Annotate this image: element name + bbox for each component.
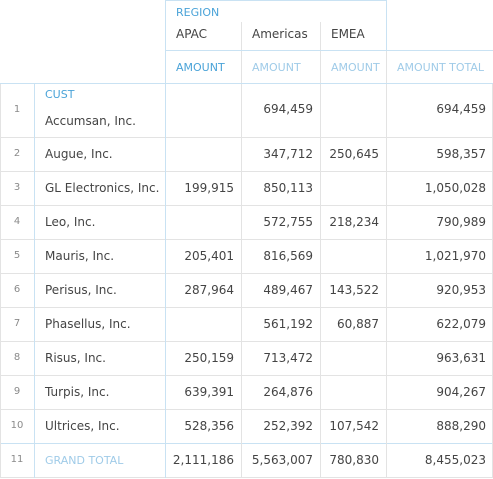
customer-name-cell[interactable]: Perisus, Inc. xyxy=(45,283,117,297)
header-mid-border xyxy=(165,50,493,51)
customer-name-cell[interactable]: Accumsan, Inc. xyxy=(45,114,136,128)
emea-amount-cell[interactable]: 60,887 xyxy=(337,317,379,331)
grand-total-apac-cell[interactable]: 2,111,186 xyxy=(172,453,234,467)
row-divider xyxy=(0,443,493,444)
row-number: 4 xyxy=(13,216,21,227)
customer-name-cell[interactable]: GL Electronics, Inc. xyxy=(45,181,160,195)
americas-amount-cell[interactable]: 694,459 xyxy=(263,102,313,116)
apac-amount-cell[interactable]: 199,915 xyxy=(184,181,234,195)
row-number: 11 xyxy=(10,454,24,465)
americas-sep xyxy=(320,84,321,478)
amount-total-cell[interactable]: 598,357 xyxy=(436,147,486,161)
amount-total-cell[interactable]: 622,079 xyxy=(436,317,486,331)
americas-amount-cell[interactable]: 816,569 xyxy=(263,249,313,263)
header-left-border xyxy=(165,0,166,84)
rownum-sep xyxy=(34,84,35,478)
grand-total-emea-cell[interactable]: 780,830 xyxy=(329,453,379,467)
row-divider xyxy=(0,341,493,342)
americas-amount-cell[interactable]: 347,712 xyxy=(263,147,313,161)
header-bottom-border xyxy=(0,83,493,84)
americas-amount-cell[interactable]: 713,472 xyxy=(263,351,313,365)
apac-amount-cell[interactable]: 205,401 xyxy=(184,249,234,263)
emea-amount-cell[interactable]: 143,522 xyxy=(329,283,379,297)
americas-amount-cell[interactable]: 264,876 xyxy=(263,385,313,399)
customer-name-cell[interactable]: Leo, Inc. xyxy=(45,215,96,229)
customer-name-cell[interactable]: Risus, Inc. xyxy=(45,351,106,365)
body-left-border xyxy=(0,84,1,478)
americas-amount-cell[interactable]: 489,467 xyxy=(263,283,313,297)
row-divider xyxy=(0,307,493,308)
apac-amount-cell[interactable]: 287,964 xyxy=(184,283,234,297)
apac-amount-cell[interactable]: 528,356 xyxy=(184,419,234,433)
amount-total-cell[interactable]: 904,267 xyxy=(436,385,486,399)
row-number: 5 xyxy=(13,250,21,261)
header-top-border xyxy=(165,0,386,1)
customer-name-cell[interactable]: Augue, Inc. xyxy=(45,147,113,161)
grand-total-americas-cell[interactable]: 5,563,007 xyxy=(251,453,313,467)
amount-total-cell[interactable]: 888,290 xyxy=(436,419,486,433)
apac-amount-cell[interactable]: 250,159 xyxy=(184,351,234,365)
row-dimension-label[interactable]: CUST xyxy=(45,88,75,101)
row-number: 6 xyxy=(13,284,21,295)
emea-amount-cell[interactable]: 107,542 xyxy=(329,419,379,433)
customer-name-cell[interactable]: Turpis, Inc. xyxy=(45,385,110,399)
header-sep-1 xyxy=(241,22,242,84)
amount-total-cell[interactable]: 920,953 xyxy=(436,283,486,297)
amount-total-cell[interactable]: 790,989 xyxy=(436,215,486,229)
americas-amount-cell[interactable]: 252,392 xyxy=(263,419,313,433)
column-dimension-label[interactable]: REGION xyxy=(176,6,220,19)
emea-header[interactable]: EMEA xyxy=(331,27,365,41)
americas-header[interactable]: Americas xyxy=(252,27,308,41)
row-number: 7 xyxy=(13,318,21,329)
emea-amount-cell[interactable]: 218,234 xyxy=(329,215,379,229)
grand-total-total-cell[interactable]: 8,455,023 xyxy=(424,453,486,467)
grand-total-label: GRAND TOTAL xyxy=(45,454,124,467)
row-divider xyxy=(0,171,493,172)
row-number: 3 xyxy=(13,182,21,193)
row-divider xyxy=(0,273,493,274)
row-divider xyxy=(0,477,493,478)
amount-total-cell[interactable]: 694,459 xyxy=(436,102,486,116)
row-divider xyxy=(0,137,493,138)
row-divider xyxy=(0,239,493,240)
customer-name-cell[interactable]: Mauris, Inc. xyxy=(45,249,115,263)
amount-total-cell[interactable]: 963,631 xyxy=(436,351,486,365)
apac-header[interactable]: APAC xyxy=(176,27,208,41)
row-number: 8 xyxy=(13,352,21,363)
customer-sep xyxy=(165,84,166,478)
americas-amount-cell[interactable]: 561,192 xyxy=(263,317,313,331)
apac-amount-header[interactable]: AMOUNT xyxy=(176,61,225,74)
header-sep-3 xyxy=(386,50,387,84)
row-number: 9 xyxy=(13,386,21,397)
americas-amount-cell[interactable]: 850,113 xyxy=(263,181,313,195)
amount-total-cell[interactable]: 1,050,028 xyxy=(424,181,486,195)
row-number: 10 xyxy=(10,420,24,431)
row-divider xyxy=(0,375,493,376)
row-divider xyxy=(0,409,493,410)
amount-total-cell[interactable]: 1,021,970 xyxy=(424,249,486,263)
emea-amount-cell[interactable]: 250,645 xyxy=(329,147,379,161)
apac-amount-cell[interactable]: 639,391 xyxy=(184,385,234,399)
americas-amount-header[interactable]: AMOUNT xyxy=(252,61,301,74)
customer-name-cell[interactable]: Ultrices, Inc. xyxy=(45,419,120,433)
apac-sep xyxy=(241,84,242,478)
emea-amount-header[interactable]: AMOUNT xyxy=(331,61,380,74)
row-number: 2 xyxy=(13,148,21,159)
header-sep-2 xyxy=(320,22,321,84)
row-number: 1 xyxy=(13,104,21,115)
emea-sep xyxy=(386,84,387,478)
row-divider xyxy=(0,205,493,206)
customer-name-cell[interactable]: Phasellus, Inc. xyxy=(45,317,131,331)
amount-total-header[interactable]: AMOUNT TOTAL xyxy=(397,61,485,74)
americas-amount-cell[interactable]: 572,755 xyxy=(263,215,313,229)
header-right-border xyxy=(386,0,387,50)
